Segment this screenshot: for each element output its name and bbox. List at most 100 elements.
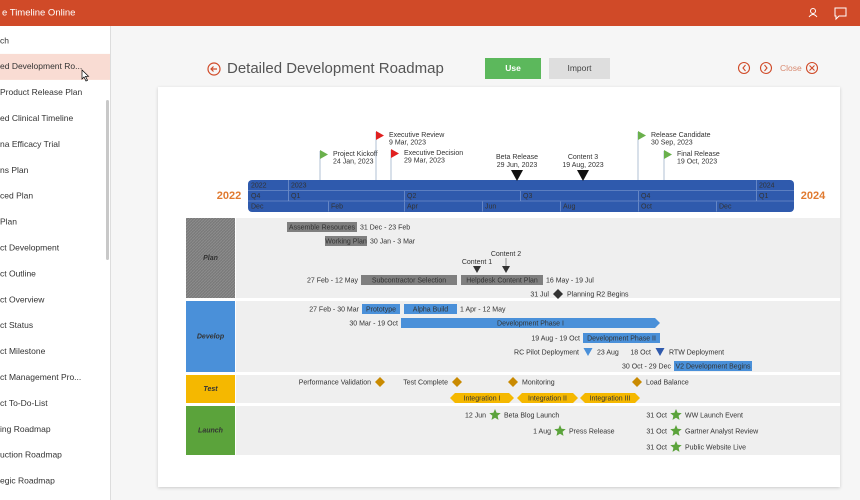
milestone-label: Executive Decision xyxy=(404,150,463,157)
top-bar xyxy=(0,0,860,26)
sidebar-item[interactable]: ns Plan xyxy=(0,165,29,175)
sidebar-item[interactable]: ct To-Do-List xyxy=(0,398,48,408)
milestone-flag xyxy=(664,150,672,159)
close-label[interactable]: Close xyxy=(780,63,802,73)
next-button[interactable] xyxy=(759,61,773,75)
milestone-label: Final Release xyxy=(677,151,720,158)
task-label: Working Plan xyxy=(325,238,367,245)
milestone-marker xyxy=(489,409,501,420)
milestone-marker xyxy=(655,348,665,356)
milestone-marker xyxy=(452,377,462,387)
close-button[interactable] xyxy=(805,61,819,75)
sidebar-item[interactable]: egic Roadmap xyxy=(0,476,55,486)
sidebar-item[interactable]: ct Status xyxy=(0,320,33,330)
scale-label: Q4 xyxy=(641,193,650,200)
sidebar-item[interactable]: Plan xyxy=(0,217,17,227)
sidebar-item[interactable]: ced Plan xyxy=(0,191,33,201)
task-label: Prototype xyxy=(366,306,396,313)
milestone-label: Project Kickoff xyxy=(333,151,378,158)
sidebar-item[interactable]: uction Roadmap xyxy=(0,450,62,460)
milestone-marker xyxy=(583,348,593,356)
back-button[interactable] xyxy=(207,62,221,76)
milestone-marker xyxy=(508,377,518,387)
lane-header xyxy=(186,406,235,455)
sidebar xyxy=(0,26,110,500)
sidebar-item[interactable]: ch xyxy=(0,35,9,45)
milestone-marker xyxy=(670,409,682,420)
scale-label: 2024 xyxy=(759,182,775,189)
sidebar-item[interactable]: ct Management Pro... xyxy=(0,372,81,382)
milestone-marker xyxy=(670,425,682,436)
use-label[interactable]: Use xyxy=(505,63,521,73)
lane-name: Launch xyxy=(198,427,223,434)
task-bar xyxy=(583,333,660,343)
milestone-date: 1 Aug xyxy=(533,428,551,435)
task-dates: 1 Apr - 12 May xyxy=(460,306,506,313)
task-label: Helpdesk Content Plan xyxy=(466,277,538,284)
sidebar-item[interactable]: Product Release Plan xyxy=(0,87,82,97)
user-icon[interactable] xyxy=(808,8,818,18)
milestone-marker xyxy=(511,170,523,181)
milestone-date: 29 Jun, 2023 xyxy=(497,162,538,169)
scale-label: Oct xyxy=(641,203,652,210)
milestone-date: 19 Aug, 2023 xyxy=(562,162,603,169)
milestone-marker xyxy=(554,425,566,436)
task-bar xyxy=(461,275,543,285)
milestone-date: 31 Oct xyxy=(646,444,667,451)
milestone-label: Public Website Live xyxy=(685,444,746,451)
milestone-label: Test Complete xyxy=(403,379,448,386)
milestone-label: RC Pilot Deployment xyxy=(514,349,579,356)
task-bar xyxy=(287,222,357,232)
milestone-label: Content 3 xyxy=(568,154,598,161)
milestone-date: 31 Oct xyxy=(646,428,667,435)
task-dates: 27 Feb - 12 May xyxy=(307,277,358,284)
milestone-date: 12 Jun xyxy=(465,412,486,419)
start-year: 2022 xyxy=(217,190,241,202)
import-label[interactable]: Import xyxy=(567,63,592,73)
sidebar-item[interactable]: ct Milestone xyxy=(0,346,46,356)
milestone-date: 9 Mar, 2023 xyxy=(389,139,426,146)
lane-header xyxy=(186,301,235,372)
sidebar-item[interactable]: ct Overview xyxy=(0,294,45,304)
page-title: Detailed Development Roadmap xyxy=(227,60,444,77)
milestone-date: 19 Oct, 2023 xyxy=(677,158,717,165)
cursor xyxy=(81,69,90,82)
scale-label: Aug xyxy=(563,203,576,210)
milestone-label: WW Launch Event xyxy=(685,412,743,419)
scale-label: Apr xyxy=(407,203,419,210)
prev-button[interactable] xyxy=(737,61,751,75)
task-bar xyxy=(450,393,514,403)
sidebar-item[interactable]: ct Development xyxy=(0,242,60,252)
milestone-label: Monitoring xyxy=(522,379,555,386)
import-button[interactable] xyxy=(549,58,610,79)
milestone-label: Content 1 xyxy=(462,259,492,266)
sidebar-item[interactable]: ed Development Ro... xyxy=(0,61,82,71)
task-bar xyxy=(517,393,578,403)
chat-icon[interactable] xyxy=(834,7,847,21)
sidebar-item[interactable]: ing Roadmap xyxy=(0,424,51,434)
milestone-label: Performance Validation xyxy=(299,379,371,386)
scale-label: Dec xyxy=(719,203,732,210)
sidebar-item[interactable]: na Efficacy Trial xyxy=(0,139,60,149)
task-label: Subcontractor Selection xyxy=(372,277,446,284)
milestone-date: 31 Oct xyxy=(646,412,667,419)
task-dates: 30 Jan - 3 Mar xyxy=(370,238,416,245)
lane-body xyxy=(236,406,840,455)
scale-label: Dec xyxy=(251,203,264,210)
task-bar xyxy=(674,361,752,371)
milestone-date: 30 Sep, 2023 xyxy=(651,139,693,146)
sidebar-item[interactable]: ct Outline xyxy=(0,268,36,278)
milestone-date: 31 Jul xyxy=(530,291,549,298)
milestone-marker xyxy=(502,266,510,273)
lane-body xyxy=(236,301,840,372)
scale-label: 2022 xyxy=(251,182,267,189)
milestone-marker xyxy=(375,377,385,387)
scale-label: Q1 xyxy=(291,193,300,200)
sidebar-item[interactable]: ed Clinical Timeline xyxy=(0,113,73,123)
task-label: Assemble Resources xyxy=(289,224,356,231)
milestone-label: Beta Release xyxy=(496,154,538,161)
milestone-marker xyxy=(632,377,642,387)
use-button[interactable] xyxy=(485,58,541,79)
scrollbar[interactable] xyxy=(106,100,109,260)
